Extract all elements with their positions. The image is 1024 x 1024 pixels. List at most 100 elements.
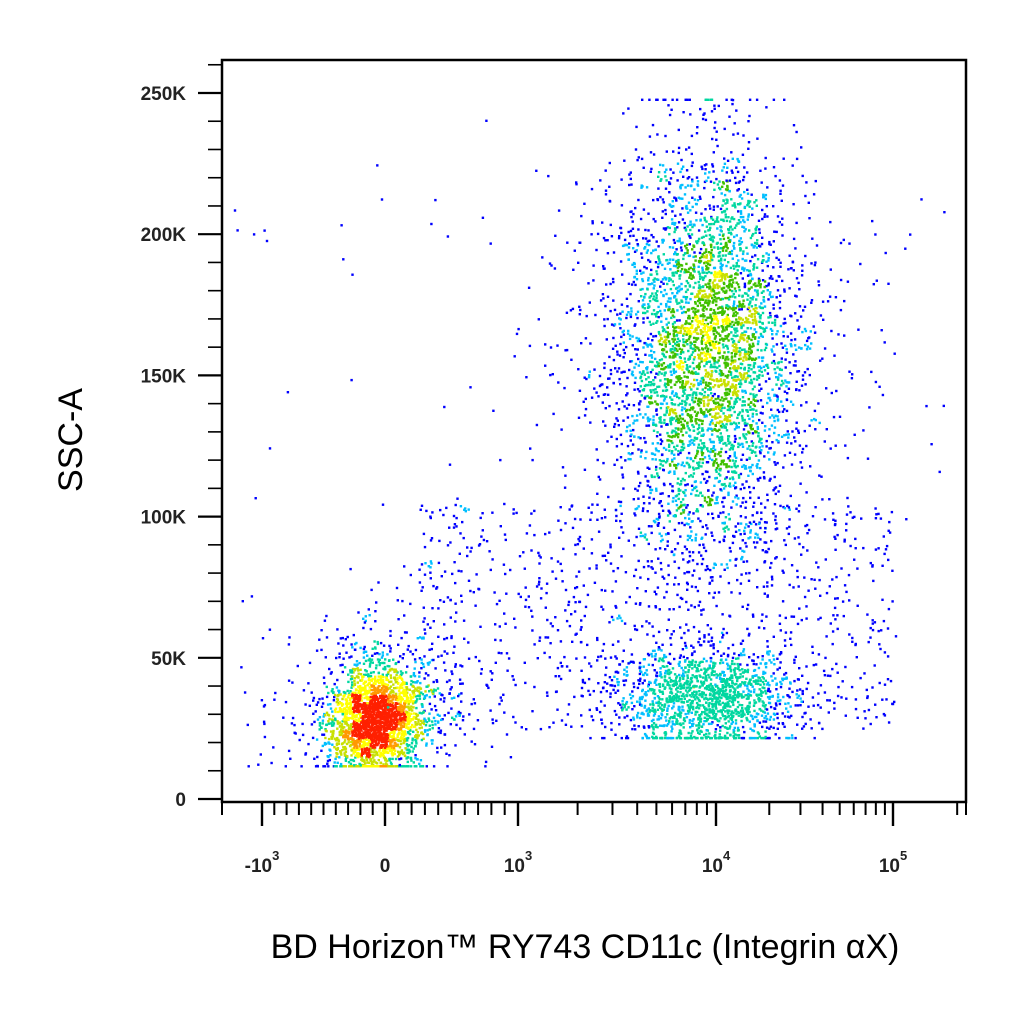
event-dot [381,699,384,702]
event-dot [698,543,701,547]
event-dot [544,532,547,536]
event-dot [402,653,405,656]
event-dot [353,749,357,752]
event-dot [716,283,719,286]
event-dot [498,702,501,706]
event-dot [418,675,421,678]
event-dot [759,169,762,172]
event-dot [678,277,681,280]
event-dot [697,280,700,284]
event-dot [397,696,400,699]
event-dot [346,635,349,639]
event-dot [365,708,369,712]
event-dot [761,359,764,363]
event-dot [708,502,711,505]
event-dot [750,345,754,348]
event-dot [684,290,688,294]
event-dot [376,686,379,689]
event-dot [650,356,654,359]
event-dot [748,445,751,448]
event-dot [336,752,339,756]
event-dot [663,367,666,370]
event-dot [387,708,390,711]
event-dot [745,356,748,359]
event-dot [631,227,635,230]
event-dot [328,667,331,671]
event-dot [360,729,363,732]
event-dot [731,257,734,260]
event-dot [373,737,376,740]
event-dot [355,695,358,698]
event-dot [365,747,369,750]
event-dot [416,637,419,640]
event-dot [631,414,634,418]
event-dot [726,393,729,396]
event-dot [403,713,407,716]
event-dot [635,628,639,632]
event-dot [387,723,391,727]
event-dot [391,729,394,733]
event-dot [389,647,392,650]
event-dot [843,334,846,337]
event-dot [690,233,694,236]
event-dot [757,365,760,369]
event-dot [686,483,689,486]
event-dot [337,702,340,706]
event-dot [397,689,401,692]
event-dot [723,424,726,427]
event-dot [450,670,453,673]
event-dot [350,723,353,726]
event-dot [410,745,413,749]
event-dot [356,681,359,684]
event-dot [374,690,377,693]
event-dot [406,760,409,764]
event-dot [721,305,724,308]
event-dot [606,440,609,443]
event-dot [746,376,749,379]
event-dot [652,249,655,252]
event-dot [727,231,731,234]
event-dot [359,734,363,737]
event-dot [650,560,653,563]
event-dot [354,700,357,703]
event-dot [755,204,758,207]
event-dot [377,581,380,584]
event-dot [564,474,567,477]
event-dot [585,314,588,318]
event-dot [247,765,250,768]
event-dot [449,688,452,691]
event-dot [703,255,706,259]
event-dot [686,504,689,507]
event-dot [338,710,341,713]
event-dot [677,258,680,262]
event-dot [745,321,749,324]
event-dot [679,326,683,330]
event-dot [554,234,557,237]
event-dot [703,477,706,481]
event-dot [720,371,723,375]
event-dot [314,765,318,768]
event-dot [384,720,387,723]
event-dot [771,414,774,417]
event-dot [336,678,339,682]
event-dot [758,467,762,470]
event-dot [697,494,700,497]
event-dot [777,376,780,379]
event-dot [769,477,772,481]
event-dot [318,697,321,701]
event-dot [648,299,652,303]
event-dot [402,734,406,737]
event-dot [263,735,267,739]
event-dot [320,705,324,708]
event-dot [724,188,728,191]
event-dot [687,629,690,632]
event-dot [635,414,639,417]
event-dot [711,458,714,462]
event-dot [711,218,715,221]
event-dot [392,691,395,694]
event-dot [746,327,749,330]
event-dot [676,477,680,480]
event-dot [660,460,663,463]
event-dot [677,453,680,456]
event-dot [649,332,653,336]
